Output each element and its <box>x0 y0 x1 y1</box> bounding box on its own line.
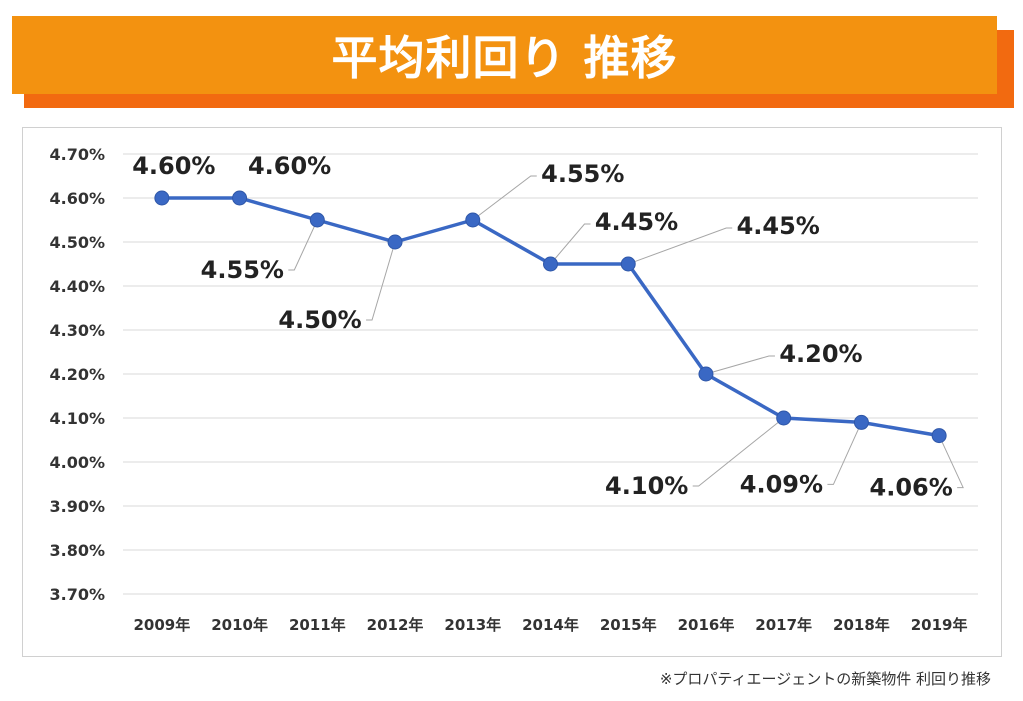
data-label: 4.06% <box>870 474 953 502</box>
data-point <box>620 256 636 272</box>
data-point <box>776 410 792 426</box>
data-point <box>387 234 403 250</box>
data-point <box>154 190 170 206</box>
data-point <box>465 212 481 228</box>
y-tick-label: 4.10% <box>49 409 105 428</box>
x-tick-label: 2012年 <box>367 616 424 634</box>
x-tick-label: 2017年 <box>755 616 812 634</box>
data-label: 4.09% <box>740 470 823 498</box>
x-tick-label: 2013年 <box>444 616 501 634</box>
data-point <box>853 414 869 430</box>
chart-area: 4.70% 4.60% 4.50% 4.40% 4.30% 4.20% 4.10% 4.00%… <box>22 127 1002 657</box>
data-point <box>698 366 714 382</box>
leader-line <box>288 219 318 271</box>
x-tick-label: 2010年 <box>211 616 268 634</box>
data-label: 4.60% <box>248 152 331 180</box>
data-point <box>309 212 325 228</box>
y-tick-label: 4.00% <box>49 453 105 472</box>
data-point <box>232 190 248 206</box>
y-tick-label: 4.20% <box>49 365 105 384</box>
data-point <box>543 256 558 272</box>
title-banner: 平均利回り 推移 <box>12 16 997 94</box>
y-tick-label: 3.70% <box>49 585 105 604</box>
leader-line <box>827 422 862 485</box>
x-tick-label: 2014年 <box>522 616 579 634</box>
y-tick-label: 4.60% <box>49 189 105 208</box>
y-tick-label: 4.70% <box>49 145 105 164</box>
data-label: 4.20% <box>779 340 862 368</box>
y-tick-label: 3.90% <box>49 497 105 516</box>
y-tick-label: 4.50% <box>49 233 105 252</box>
line-chart: 4.70% 4.60% 4.50% 4.40% 4.30% 4.20% 4.10% 4.00%… <box>49 145 978 634</box>
y-tick-label: 4.30% <box>49 321 105 340</box>
leader-line <box>472 175 537 221</box>
leader-line <box>705 355 775 375</box>
leader-line <box>938 435 964 489</box>
x-tick-label: 2009年 <box>133 616 190 634</box>
leader-line <box>550 223 591 265</box>
y-tick-label: 4.40% <box>49 277 105 296</box>
data-point <box>931 428 947 444</box>
footnote: ※プロパティエージェントの新築物件 利回り推移 <box>659 670 991 688</box>
data-label: 4.60% <box>132 152 215 180</box>
data-label: 4.45% <box>595 208 678 236</box>
data-label: 4.45% <box>737 212 820 240</box>
data-label: 4.55% <box>541 160 624 188</box>
x-tick-label: 2015年 <box>600 616 657 634</box>
y-tick-label: 3.80% <box>49 541 105 560</box>
leader-line <box>366 241 396 321</box>
x-tick-label: 2016年 <box>678 616 735 634</box>
data-label: 4.50% <box>278 306 361 334</box>
x-tick-label: 2019年 <box>911 616 968 634</box>
x-tick-label: 2018年 <box>833 616 890 634</box>
data-label: 4.55% <box>201 256 284 284</box>
page-title: 平均利回り 推移 <box>331 31 678 85</box>
x-tick-label: 2011年 <box>289 616 346 634</box>
leader-line <box>692 417 784 487</box>
data-label: 4.10% <box>605 472 688 500</box>
leader-line <box>628 227 733 265</box>
